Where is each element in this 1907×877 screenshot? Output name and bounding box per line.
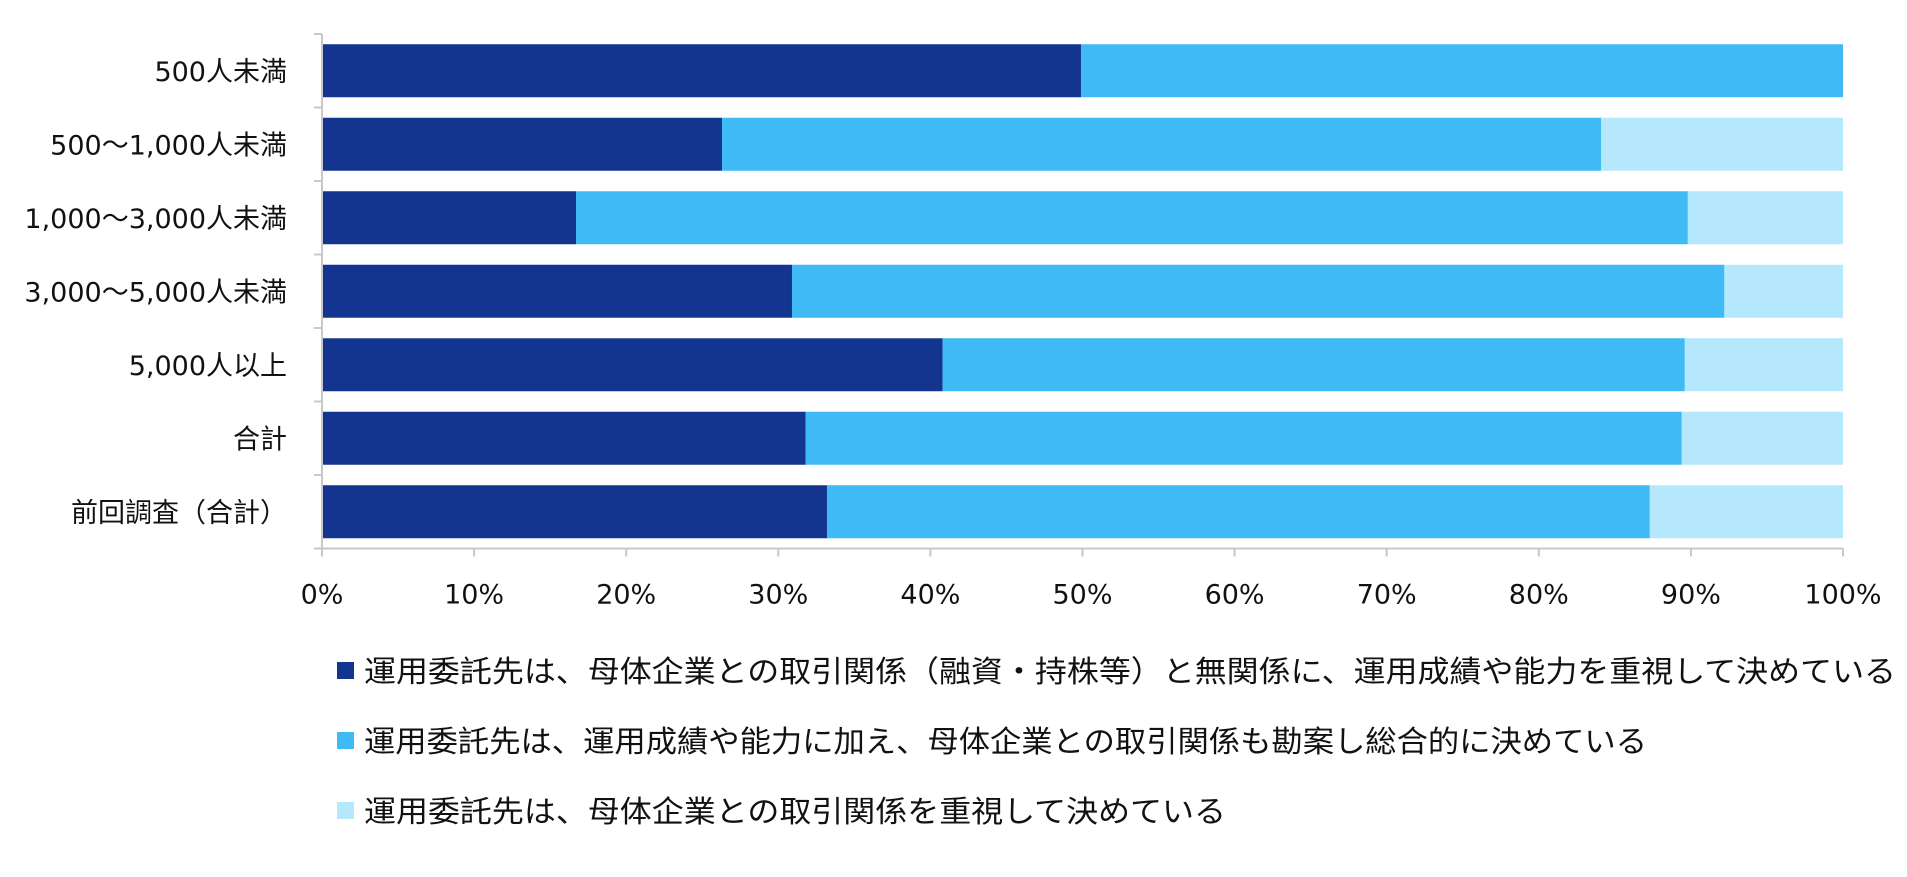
bars-group bbox=[322, 44, 1843, 539]
legend: 運用委託先は、母体企業との取引関係（融資・持株等）と無関係に、運用成績や能力を重… bbox=[337, 655, 1896, 830]
x-tick-label: 90% bbox=[1661, 580, 1721, 611]
category-label: 前回調査（合計） bbox=[71, 498, 287, 529]
bar-segment-7-series-1 bbox=[322, 485, 827, 539]
category-label: 5,000人以上 bbox=[129, 351, 287, 382]
x-tick-label: 70% bbox=[1357, 580, 1417, 611]
category-label: 3,000～5,000人未満 bbox=[24, 277, 287, 308]
bar-segment-3-series-1 bbox=[322, 191, 577, 245]
category-label: 1,000～3,000人未満 bbox=[24, 204, 287, 235]
bar-segment-5-series-2 bbox=[942, 338, 1685, 392]
bar-segment-6-series-2 bbox=[805, 411, 1682, 465]
axes-group bbox=[314, 33, 1844, 557]
bar-segment-7-series-2 bbox=[826, 485, 1650, 539]
x-tick-label: 40% bbox=[900, 580, 960, 611]
category-label: 合計 bbox=[233, 424, 287, 455]
bar-segment-5-series-3 bbox=[1684, 338, 1843, 392]
bar-segment-1-series-1 bbox=[322, 44, 1081, 98]
x-tick-label: 0% bbox=[301, 580, 344, 611]
legend-swatch-2 bbox=[337, 732, 354, 749]
bar-segment-1-series-2 bbox=[1080, 44, 1843, 98]
legend-swatch-3 bbox=[337, 802, 354, 819]
legend-swatch-1 bbox=[337, 662, 354, 679]
x-tick-label: 80% bbox=[1509, 580, 1569, 611]
bar-segment-6-series-1 bbox=[322, 411, 806, 465]
x-tick-label: 20% bbox=[596, 580, 656, 611]
bar-segment-3-series-3 bbox=[1687, 191, 1843, 245]
x-tick-label: 100% bbox=[1804, 580, 1881, 611]
bar-segment-2-series-3 bbox=[1601, 117, 1843, 171]
bar-segment-3-series-2 bbox=[576, 191, 1688, 245]
x-tick-label: 30% bbox=[748, 580, 808, 611]
bar-segment-4-series-2 bbox=[791, 264, 1725, 318]
bar-segment-4-series-1 bbox=[322, 264, 792, 318]
bar-segment-2-series-2 bbox=[722, 117, 1602, 171]
x-tick-label: 60% bbox=[1205, 580, 1265, 611]
category-label: 500～1,000人未満 bbox=[50, 130, 287, 161]
x-tick-label: 10% bbox=[444, 580, 504, 611]
legend-label-1: 運用委託先は、母体企業との取引関係（融資・持株等）と無関係に、運用成績や能力を重… bbox=[364, 655, 1896, 690]
legend-label-3: 運用委託先は、母体企業との取引関係を重視して決めている bbox=[364, 795, 1226, 830]
x-tick-label: 50% bbox=[1052, 580, 1112, 611]
bar-segment-2-series-1 bbox=[322, 117, 723, 171]
bar-segment-7-series-3 bbox=[1649, 485, 1843, 539]
bar-segment-5-series-1 bbox=[322, 338, 943, 392]
bar-segment-4-series-3 bbox=[1724, 264, 1843, 318]
legend-label-2: 運用委託先は、運用成績や能力に加え、母体企業との取引関係も勘案し総合的に決めてい… bbox=[364, 725, 1647, 760]
x-tick-labels: 0% 10% 20% 30% 40% 50% 60% 70% 80% 90% 100% bbox=[301, 580, 1882, 611]
category-label: 500人未満 bbox=[154, 57, 287, 88]
bar-segment-6-series-3 bbox=[1681, 411, 1843, 465]
category-labels: 500人未満 500～1,000人未満 1,000～3,000人未満 3,000～5,… bbox=[24, 57, 287, 529]
